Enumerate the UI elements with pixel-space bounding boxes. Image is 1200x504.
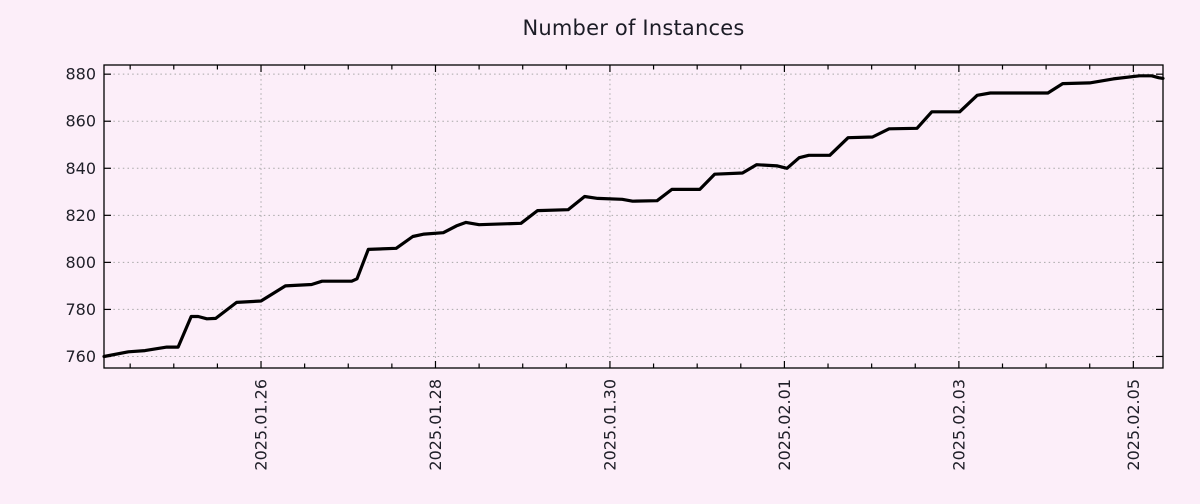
x-tick-label: 2025.02.01 bbox=[775, 379, 794, 471]
y-tick-label: 860 bbox=[65, 112, 96, 131]
axis-ticks bbox=[104, 65, 1163, 368]
y-tick-label: 760 bbox=[65, 347, 96, 366]
chart-title: Number of Instances bbox=[522, 16, 745, 40]
plot-border bbox=[103, 64, 1164, 369]
x-tick-label: 2025.02.05 bbox=[1124, 379, 1143, 471]
y-tick-label: 800 bbox=[65, 253, 96, 272]
y-tick-label: 780 bbox=[65, 300, 96, 319]
y-tick-label: 880 bbox=[65, 65, 96, 84]
y-tick-label: 820 bbox=[65, 206, 96, 225]
x-tick-label: 2025.01.28 bbox=[426, 379, 445, 471]
data-line-instances bbox=[102, 74, 1165, 359]
x-tick-label: 2025.02.03 bbox=[949, 379, 968, 471]
y-tick-label: 840 bbox=[65, 159, 96, 178]
y-tick-labels: 760 780 800 820 840 860 880 bbox=[65, 65, 96, 366]
x-tick-label: 2025.01.26 bbox=[252, 379, 271, 471]
gridlines bbox=[104, 65, 1163, 368]
x-tick-labels: 2025.01.26 2025.01.28 2025.01.30 2025.02.01… bbox=[252, 379, 1143, 471]
x-tick-label: 2025.01.30 bbox=[600, 379, 619, 471]
